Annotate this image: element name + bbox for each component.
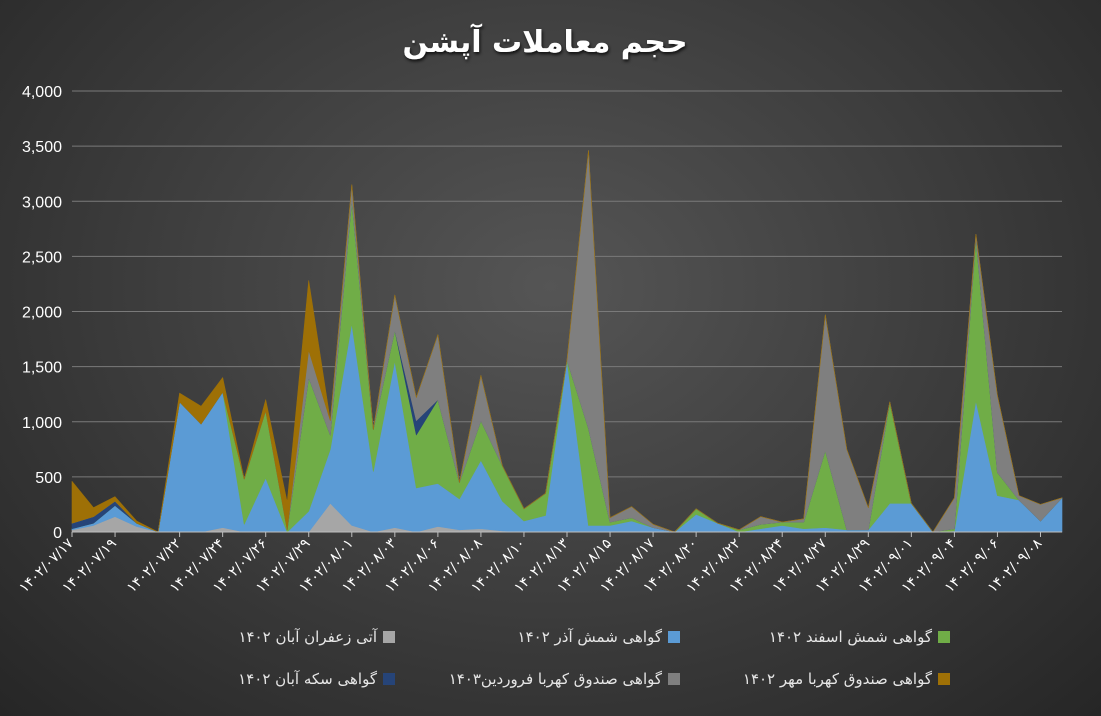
legend-swatch	[383, 673, 395, 685]
y-tick-label: 3,500	[22, 139, 62, 156]
y-tick-label: 4,000	[22, 84, 62, 101]
legend-swatch	[668, 631, 680, 643]
chart-title: حجم معاملات آپشن	[403, 23, 688, 60]
area-series	[71, 150, 1063, 533]
y-tick-label: 3,000	[22, 194, 62, 211]
legend-label: گواهی صندوق کهربا مهر ۱۴۰۲	[742, 670, 932, 688]
legend-item: گواهی سکه آبان ۱۴۰۲	[238, 670, 395, 688]
legend-item: گواهی شمش آذر ۱۴۰۲	[518, 628, 680, 646]
legend-label: گواهی صندوق کهربا فروردین۱۴۰۳	[448, 670, 662, 688]
y-tick-label: 1,500	[22, 360, 62, 377]
y-tick-label: 2,000	[22, 305, 62, 322]
legend-label: گواهی شمش آذر ۱۴۰۲	[517, 628, 662, 646]
legend-swatch	[668, 673, 680, 685]
legend-label: آتی زعفران آبان ۱۴۰۲	[238, 628, 377, 646]
x-axis	[71, 531, 1062, 537]
area-series	[71, 323, 1063, 533]
legend-item: گواهی شمش اسفند ۱۴۰۲	[769, 628, 950, 646]
y-axis-tick-labels: 0 500 1,000 1,500 2,000 2,500 3,000 3,500 4,000	[22, 84, 62, 542]
legend-swatch	[938, 673, 950, 685]
legend-label: گواهی شمش اسفند ۱۴۰۲	[768, 628, 932, 646]
stacked-areas	[71, 150, 1063, 533]
legend-swatch	[938, 631, 950, 643]
legend-item: آتی زعفران آبان ۱۴۰۲	[238, 628, 395, 646]
y-tick-label: 0	[53, 525, 62, 542]
y-tick-label: 2,500	[22, 249, 62, 266]
legend: گواهی شمش اسفند ۱۴۰۲ گواهی شمش آذر ۱۴۰۲ آت…	[150, 628, 950, 698]
legend-label: گواهی سکه آبان ۱۴۰۲	[238, 670, 377, 688]
legend-item: گواهی صندوق کهربا مهر ۱۴۰۲	[743, 670, 950, 688]
y-tick-label: 500	[35, 470, 62, 487]
y-tick-label: 1,000	[22, 415, 62, 432]
legend-item: گواهی صندوق کهربا فروردین۱۴۰۳	[449, 670, 680, 688]
legend-swatch	[383, 631, 395, 643]
